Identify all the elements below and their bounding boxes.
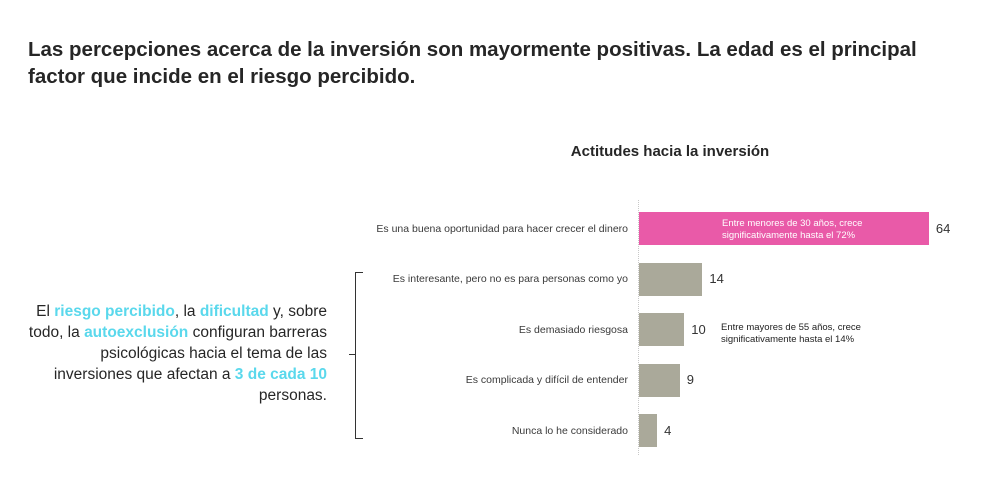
bar-annotation-line: significativamente hasta el 72% xyxy=(722,230,856,241)
category-label: Es demasiado riesgosa xyxy=(518,323,628,336)
chart-title: Actitudes hacia la inversión xyxy=(570,143,770,160)
bar-annotation-line: Entre menores de 30 años, crece xyxy=(722,218,863,229)
category-label: Es complicada y difícil de entender xyxy=(465,374,628,386)
bar xyxy=(639,212,929,245)
bar xyxy=(639,313,685,346)
grouping-bracket xyxy=(355,272,363,439)
note-highlight: autoexclusión xyxy=(84,324,189,341)
bar xyxy=(639,262,703,296)
bar-annotation: Entre menores de 30 años, crece signific… xyxy=(722,218,862,242)
note-highlight: 3 de cada 10 xyxy=(234,366,327,383)
page-headline: Las percepciones acerca de la inversión … xyxy=(28,38,917,88)
bar xyxy=(639,414,658,447)
category-label: Es una buena oportunidad para hacer crec… xyxy=(376,222,628,235)
category-label: Nunca lo he considerado xyxy=(511,424,628,437)
bar xyxy=(639,363,680,397)
age-annotation: Entre mayores de 55 años, crece signific… xyxy=(721,322,861,346)
chart-axis-line xyxy=(638,200,639,455)
note-highlight: dificultad xyxy=(199,303,269,320)
value-label: 10 xyxy=(691,321,706,337)
note-text: El xyxy=(36,303,55,320)
note-text: , la xyxy=(174,303,200,320)
note-text: personas. xyxy=(258,387,327,404)
bracket-tick xyxy=(349,354,355,355)
value-label: 64 xyxy=(935,220,951,236)
category-label: Es interesante, pero no es para personas… xyxy=(392,273,628,285)
age-annotation-line: significativamente hasta el 14% xyxy=(721,334,855,345)
age-annotation-line: Entre mayores de 55 años, crece xyxy=(721,322,861,333)
barriers-note: El riesgo percibido, la dificultad y, so… xyxy=(20,301,327,406)
value-label: 9 xyxy=(686,372,694,387)
value-label: 14 xyxy=(709,271,724,286)
value-label: 4 xyxy=(664,422,672,438)
note-text: y, sobre todo, la xyxy=(28,303,327,341)
note-highlight: riesgo percibido xyxy=(54,303,175,320)
note-text: configuran barreras psicológicas hacia e… xyxy=(53,324,327,383)
